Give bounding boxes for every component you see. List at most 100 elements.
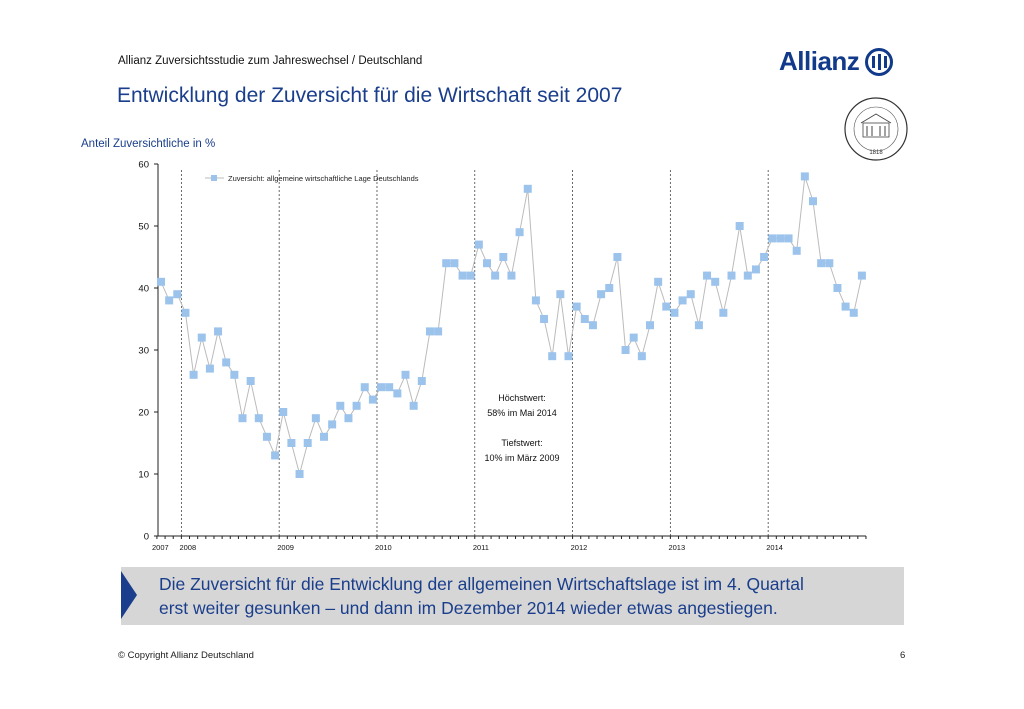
data-point	[784, 234, 793, 243]
data-point	[450, 259, 459, 268]
data-point	[768, 234, 777, 243]
page-number: 6	[900, 650, 906, 661]
x-year-label: 2008	[179, 543, 196, 552]
data-point	[556, 290, 565, 299]
data-point	[483, 259, 491, 268]
data-point	[580, 315, 589, 323]
allianz-eagle-icon	[865, 47, 894, 76]
data-point	[287, 439, 296, 447]
data-point	[393, 389, 402, 398]
data-point	[466, 271, 475, 280]
data-point	[344, 414, 353, 423]
data-point	[181, 308, 190, 317]
data-point	[670, 308, 679, 317]
data-point	[336, 401, 345, 410]
data-point	[751, 265, 760, 274]
data-point	[254, 414, 263, 423]
data-point	[605, 284, 614, 292]
data-point	[417, 377, 426, 385]
y-tick-label: 0	[144, 532, 149, 543]
annotation: Höchstwert: 58% im Mai 2014 Tiefstwert: …	[484, 393, 559, 463]
summary-banner	[121, 567, 904, 625]
data-point	[703, 271, 712, 280]
x-year-label: 2007	[152, 543, 169, 552]
data-point	[857, 271, 866, 280]
y-tick-label: 30	[138, 346, 149, 357]
data-point	[279, 408, 288, 416]
annotation-max-value: 58% im Mai 2014	[487, 408, 557, 418]
data-point	[271, 451, 280, 460]
data-point	[197, 333, 206, 342]
data-point	[165, 296, 174, 305]
data-point	[491, 271, 500, 280]
data-point	[686, 290, 695, 299]
data-point	[743, 271, 752, 280]
logo-text: Allianz	[779, 46, 860, 76]
data-point	[360, 383, 369, 392]
line-chart: 0 10 20 30 40 50 60 2007 2008 2009 2010 2011 2012 201…	[138, 160, 867, 552]
allianz-logo: Allianz	[779, 46, 894, 77]
data-point	[597, 290, 606, 299]
data-point	[303, 439, 312, 447]
data-point	[230, 370, 239, 379]
data-point	[760, 253, 769, 261]
slide-title: Entwicklung der Zuversicht für die Wirts…	[117, 84, 623, 107]
data-point	[238, 414, 247, 423]
data-point	[295, 470, 304, 478]
data-point	[629, 333, 638, 342]
data-point	[189, 370, 198, 379]
data-point	[809, 197, 817, 206]
data-point	[157, 277, 165, 286]
data-point	[540, 315, 549, 323]
data-point	[588, 321, 597, 330]
summary-line-2: erst weiter gesunken – und dann im Dezem…	[159, 598, 778, 618]
data-point	[214, 327, 223, 336]
annotation-max-label: Höchstwert:	[498, 393, 546, 403]
data-point	[385, 383, 394, 392]
data-point	[694, 321, 703, 330]
data-point	[817, 259, 826, 268]
data-point	[442, 259, 451, 268]
legend: Zuversicht: allgemeine wirtschaftliche L…	[205, 174, 419, 183]
data-point	[800, 172, 809, 181]
data-point	[425, 327, 434, 336]
x-year-label: 2009	[277, 543, 294, 552]
data-point	[173, 290, 182, 299]
data-point	[352, 401, 361, 410]
data-point	[409, 401, 418, 410]
data-point	[735, 222, 744, 230]
data-point	[572, 302, 581, 311]
y-tick-label: 10	[138, 470, 149, 481]
data-point	[205, 364, 214, 373]
annotation-min-value: 10% im März 2009	[484, 453, 559, 463]
summary-text: Die Zuversicht für die Entwicklung der a…	[159, 572, 899, 620]
x-year-label: 2010	[375, 543, 392, 552]
data-point	[548, 352, 557, 361]
data-point	[499, 253, 508, 261]
data-point	[711, 277, 720, 286]
data-point	[662, 302, 671, 311]
data-point	[646, 321, 654, 330]
data-point	[320, 432, 328, 441]
x-year-label: 2014	[766, 543, 783, 552]
data-point	[368, 395, 377, 404]
data-point	[613, 253, 622, 261]
x-year-label: 2013	[668, 543, 685, 552]
data-point	[262, 432, 271, 441]
data-point	[849, 308, 858, 317]
data-point	[621, 346, 630, 354]
data-point	[776, 234, 785, 243]
data-point	[474, 240, 483, 249]
data-point	[507, 271, 516, 280]
slide-subtitle: Allianz Zuversichtsstudie zum Jahreswech…	[118, 55, 423, 67]
x-year-label: 2011	[473, 543, 489, 552]
data-point	[564, 352, 573, 361]
annotation-min-label: Tiefstwert:	[501, 438, 542, 448]
data-point	[328, 420, 337, 429]
data-point	[222, 358, 231, 367]
y-tick-label: 40	[138, 284, 149, 295]
y-tick-label: 50	[138, 222, 149, 233]
data-point	[311, 414, 320, 423]
data-point	[434, 327, 443, 336]
